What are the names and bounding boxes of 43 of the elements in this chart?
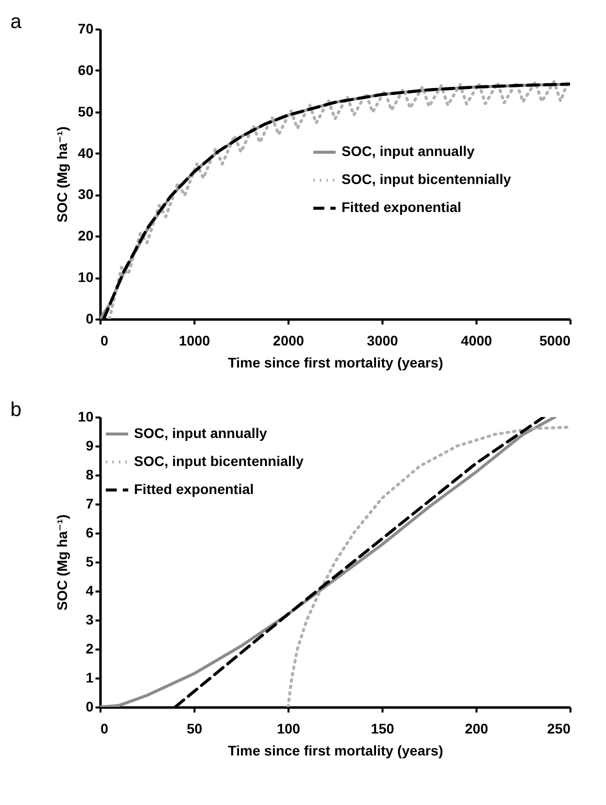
- x-tick-label: 4000: [460, 332, 492, 348]
- x-tick-label: 150: [370, 720, 394, 736]
- x-tick-label: 250: [547, 720, 571, 736]
- x-tick-label: 0: [100, 720, 108, 736]
- y-tick-label: 60: [78, 62, 94, 78]
- legend-label: Fitted exponential: [134, 481, 254, 497]
- x-axis-title: Time since first mortality (years): [228, 742, 444, 758]
- y-axis-title: SOC (Mg ha⁻¹): [54, 514, 70, 611]
- y-tick-label: 7: [86, 496, 94, 512]
- y-tick-label: 6: [86, 524, 94, 540]
- y-tick-label: 8: [86, 466, 94, 482]
- x-tick-label: 50: [186, 720, 202, 736]
- x-tick-label: 0: [100, 332, 108, 348]
- y-tick-label: 10: [78, 408, 94, 424]
- x-tick-label: 2000: [272, 332, 304, 348]
- y-tick-label: 70: [78, 20, 94, 36]
- legend-label: SOC, input bicentennially: [134, 453, 304, 469]
- y-tick-label: 30: [78, 186, 94, 202]
- y-tick-label: 40: [78, 144, 94, 161]
- y-axis-title: SOC (Mg ha⁻¹): [54, 126, 70, 223]
- y-tick-label: 20: [78, 228, 94, 244]
- x-axis-title: Time since first mortality (years): [228, 354, 444, 370]
- x-tick-label: 100: [276, 720, 300, 736]
- y-tick-label: 2: [86, 640, 94, 656]
- y-tick-label: 50: [78, 103, 94, 120]
- y-tick-label: 10: [78, 269, 94, 286]
- x-tick-label: 3000: [366, 332, 398, 348]
- y-tick-label: 4: [86, 582, 94, 598]
- x-tick-label: 5000: [539, 332, 571, 348]
- y-tick-label: 9: [86, 438, 94, 454]
- y-tick-label: 0: [86, 310, 94, 326]
- chart-title: a: [10, 11, 22, 33]
- chart-title: b: [10, 399, 22, 421]
- x-tick-label: 200: [464, 720, 488, 736]
- x-tick-label: 1000: [178, 332, 210, 348]
- legend-label: SOC, input annually: [134, 425, 268, 441]
- legend-label: SOC, input annually: [342, 143, 475, 160]
- legend-label: Fitted exponential: [342, 199, 462, 216]
- y-tick-label: 1: [86, 670, 94, 686]
- y-tick-label: 5: [86, 554, 94, 570]
- y-tick-label: 0: [86, 698, 94, 714]
- y-tick-label: 3: [86, 612, 94, 628]
- legend-label: SOC, input bicentennially: [342, 171, 512, 188]
